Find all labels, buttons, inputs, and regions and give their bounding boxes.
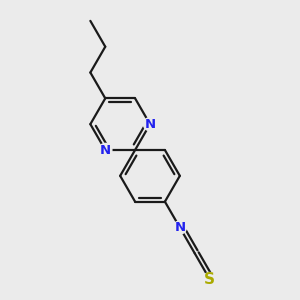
- Text: N: N: [100, 143, 111, 157]
- Circle shape: [173, 221, 186, 234]
- Text: S: S: [204, 272, 215, 286]
- Text: N: N: [144, 118, 156, 131]
- Text: N: N: [174, 221, 185, 234]
- Circle shape: [99, 143, 112, 157]
- Circle shape: [203, 272, 216, 286]
- Circle shape: [143, 118, 157, 131]
